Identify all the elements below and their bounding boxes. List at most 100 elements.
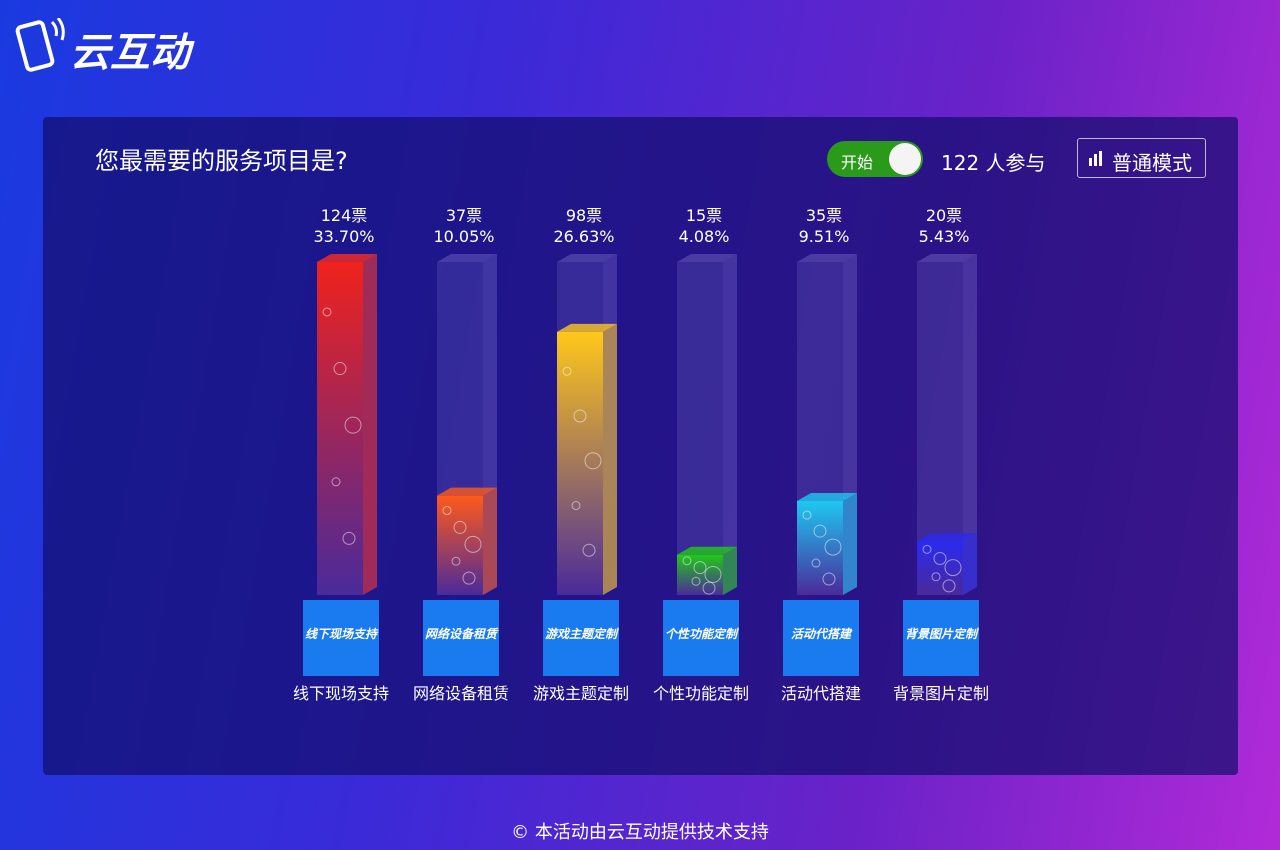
vote-label: 124票 [321,206,368,225]
vote-label: 15票 [686,206,722,225]
bar-track-top [557,254,617,262]
category-label: 线下现场支持 [293,684,389,703]
category-label: 游戏主题定制 [533,684,629,703]
bar-top [677,546,737,555]
logo-icon [15,18,65,72]
percent-label: 5.43% [919,227,970,246]
bubble [682,556,692,566]
footer: © 本活动由云互动提供技术支持 [511,822,769,843]
bar [797,501,843,595]
bar-side [483,487,497,595]
tile-label: 线下现场支持 [305,627,379,641]
bar-track-top [917,254,977,262]
category-label: 活动代搭建 [781,684,861,703]
percent-label: 26.63% [553,227,614,246]
tile [903,600,979,676]
bubble [813,524,827,538]
bar-top [557,323,617,332]
logo-text: 云互动 [70,30,190,76]
bar-track-top [797,254,857,262]
bubble [693,561,707,575]
tile-label: 活动代搭建 [791,627,853,641]
tile [543,600,619,676]
bubble [573,409,587,423]
bar-side [963,533,977,595]
bubble [922,544,932,554]
tile [783,600,859,676]
bar [437,495,483,595]
bubble [691,576,701,586]
question: 您最需要的服务项目是? [95,147,348,175]
bubble [822,572,836,586]
bubble [811,558,821,568]
bar [317,262,363,595]
mode-icon [1089,151,1102,166]
bar-top [917,533,977,542]
bubble [584,452,602,470]
vote-label: 37票 [446,206,482,225]
bar-track-side [963,254,977,595]
bubble [933,551,947,565]
bubble [942,579,956,593]
vote-label: 20票 [926,206,962,225]
bubble [451,556,461,566]
vote-label: 35票 [806,206,842,225]
percent-label: 10.05% [433,227,494,246]
bubble [582,543,596,557]
percent-label: 4.08% [679,227,730,246]
tile-label: 游戏主题定制 [545,627,619,641]
bar-top [797,493,857,502]
bubble [322,307,332,317]
bubble [333,362,347,376]
bubble [344,416,362,434]
bar-track-top [677,254,737,262]
bar-side [363,254,377,595]
bubble [702,581,716,595]
tile [303,600,379,676]
bar [557,331,603,595]
bubble [442,506,452,516]
bar [917,541,963,595]
bubble [571,501,581,511]
bubble [464,535,482,553]
percent-label: 33.70% [313,227,374,246]
bubble [802,510,812,520]
mode-label: 普通模式 [1112,151,1192,175]
tile-label: 背景图片定制 [905,627,979,641]
bubble [931,572,941,582]
tile-label: 网络设备租赁 [425,627,499,641]
mode-button[interactable]: 普通模式 [1077,138,1206,178]
bar-top [317,254,377,262]
toggle-label: 开始 [841,153,874,172]
category-label: 背景图片定制 [893,684,989,703]
bar-side [843,493,857,595]
bar-top [437,487,497,496]
tile [423,600,499,676]
vote-panel: 您最需要的服务项目是? 开始 122 人参与 普通模式 124票 33.70% 线下… [43,117,1238,775]
bar [677,554,723,595]
bubble [944,559,962,577]
vote-label: 98票 [566,206,602,225]
bubble [824,538,842,556]
bar-track-top [437,254,497,262]
bubble [453,520,467,534]
bar-side [723,546,737,595]
participants: 122 人参与 [941,151,1046,175]
tile [663,600,739,676]
toggle[interactable]: 开始 [827,141,923,177]
bubble [342,531,356,545]
chart: 124票33.70%线下现场支持线下现场支持37票10.05%网络设备租赁网络设… [293,206,989,703]
bubble [331,477,341,487]
category-label: 网络设备租赁 [413,684,509,703]
bar-side [603,323,617,595]
percent-label: 9.51% [799,227,850,246]
toggle-knob [889,143,921,175]
bubble [704,565,722,583]
category-label: 个性功能定制 [653,684,749,703]
bubble [462,571,476,585]
bubble [562,366,572,376]
tile-label: 个性功能定制 [665,627,739,641]
bar-track [677,262,723,595]
bar-track-side [723,254,737,595]
